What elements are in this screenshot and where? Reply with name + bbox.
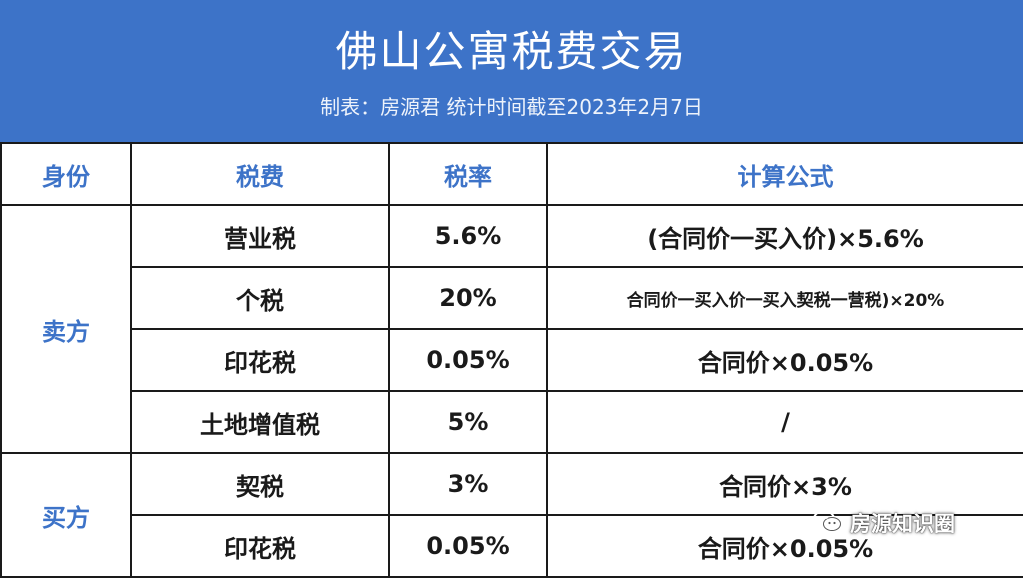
tax-name: 印花税 [130,328,390,392]
party-buyer: 买方 [0,452,132,578]
tax-rate: 5% [388,390,548,454]
column-header-identity: 身份 [0,142,132,206]
column-header-tax: 税费 [130,142,390,206]
table-row: 土地增值税 5% / [1,390,1023,454]
tax-formula: (合同价一买入价)×5.6% [546,204,1023,268]
wechat-icon [812,508,844,539]
tax-formula: 合同价一买入价一买入契税一营税)×20% [546,266,1023,330]
table-row: 卖方 营业税 5.6% (合同价一买入价)×5.6% [0,204,1023,454]
page-title: 佛山公寓税费交易 [335,27,688,76]
table-header-row: 身份 税费 税率 计算公式 [0,142,1023,206]
tax-rate: 20% [388,266,548,330]
table-row: 买方 契税 3% 合同价×3% [0,452,1023,578]
watermark-text: 房源知识圈 [850,512,955,536]
table-row: 印花税 0.05% 合同价×0.05% [1,328,1023,392]
tax-name: 营业税 [130,204,390,268]
column-header-formula: 计算公式 [546,142,1023,206]
tax-formula: 合同价×0.05% [546,328,1023,392]
party-seller: 卖方 [0,204,132,454]
tax-formula: 合同价×3% [546,452,1023,516]
watermark: 房源知识圈 [812,508,955,538]
tax-rate: 0.05% [388,514,548,578]
tax-name: 土地增值税 [130,390,390,454]
tax-table: 身份 税费 税率 计算公式 卖方 营业税 5.6% (合同价一买入价)×5.6%… [0,142,1023,578]
tax-formula: / [546,390,1023,454]
tax-rate: 3% [388,452,548,516]
tax-name: 印花税 [130,514,390,578]
tax-name: 个税 [130,266,390,330]
tax-rate: 5.6% [388,204,548,268]
header-banner: 佛山公寓税费交易 制表：房源君 统计时间截至2023年2月7日 [0,0,1023,142]
page-subtitle: 制表：房源君 统计时间截至2023年2月7日 [320,95,703,119]
table-row: 个税 20% 合同价一买入价一买入契税一营税)×20% [1,266,1023,330]
column-header-rate: 税率 [388,142,548,206]
tax-name: 契税 [130,452,390,516]
tax-rate: 0.05% [388,328,548,392]
